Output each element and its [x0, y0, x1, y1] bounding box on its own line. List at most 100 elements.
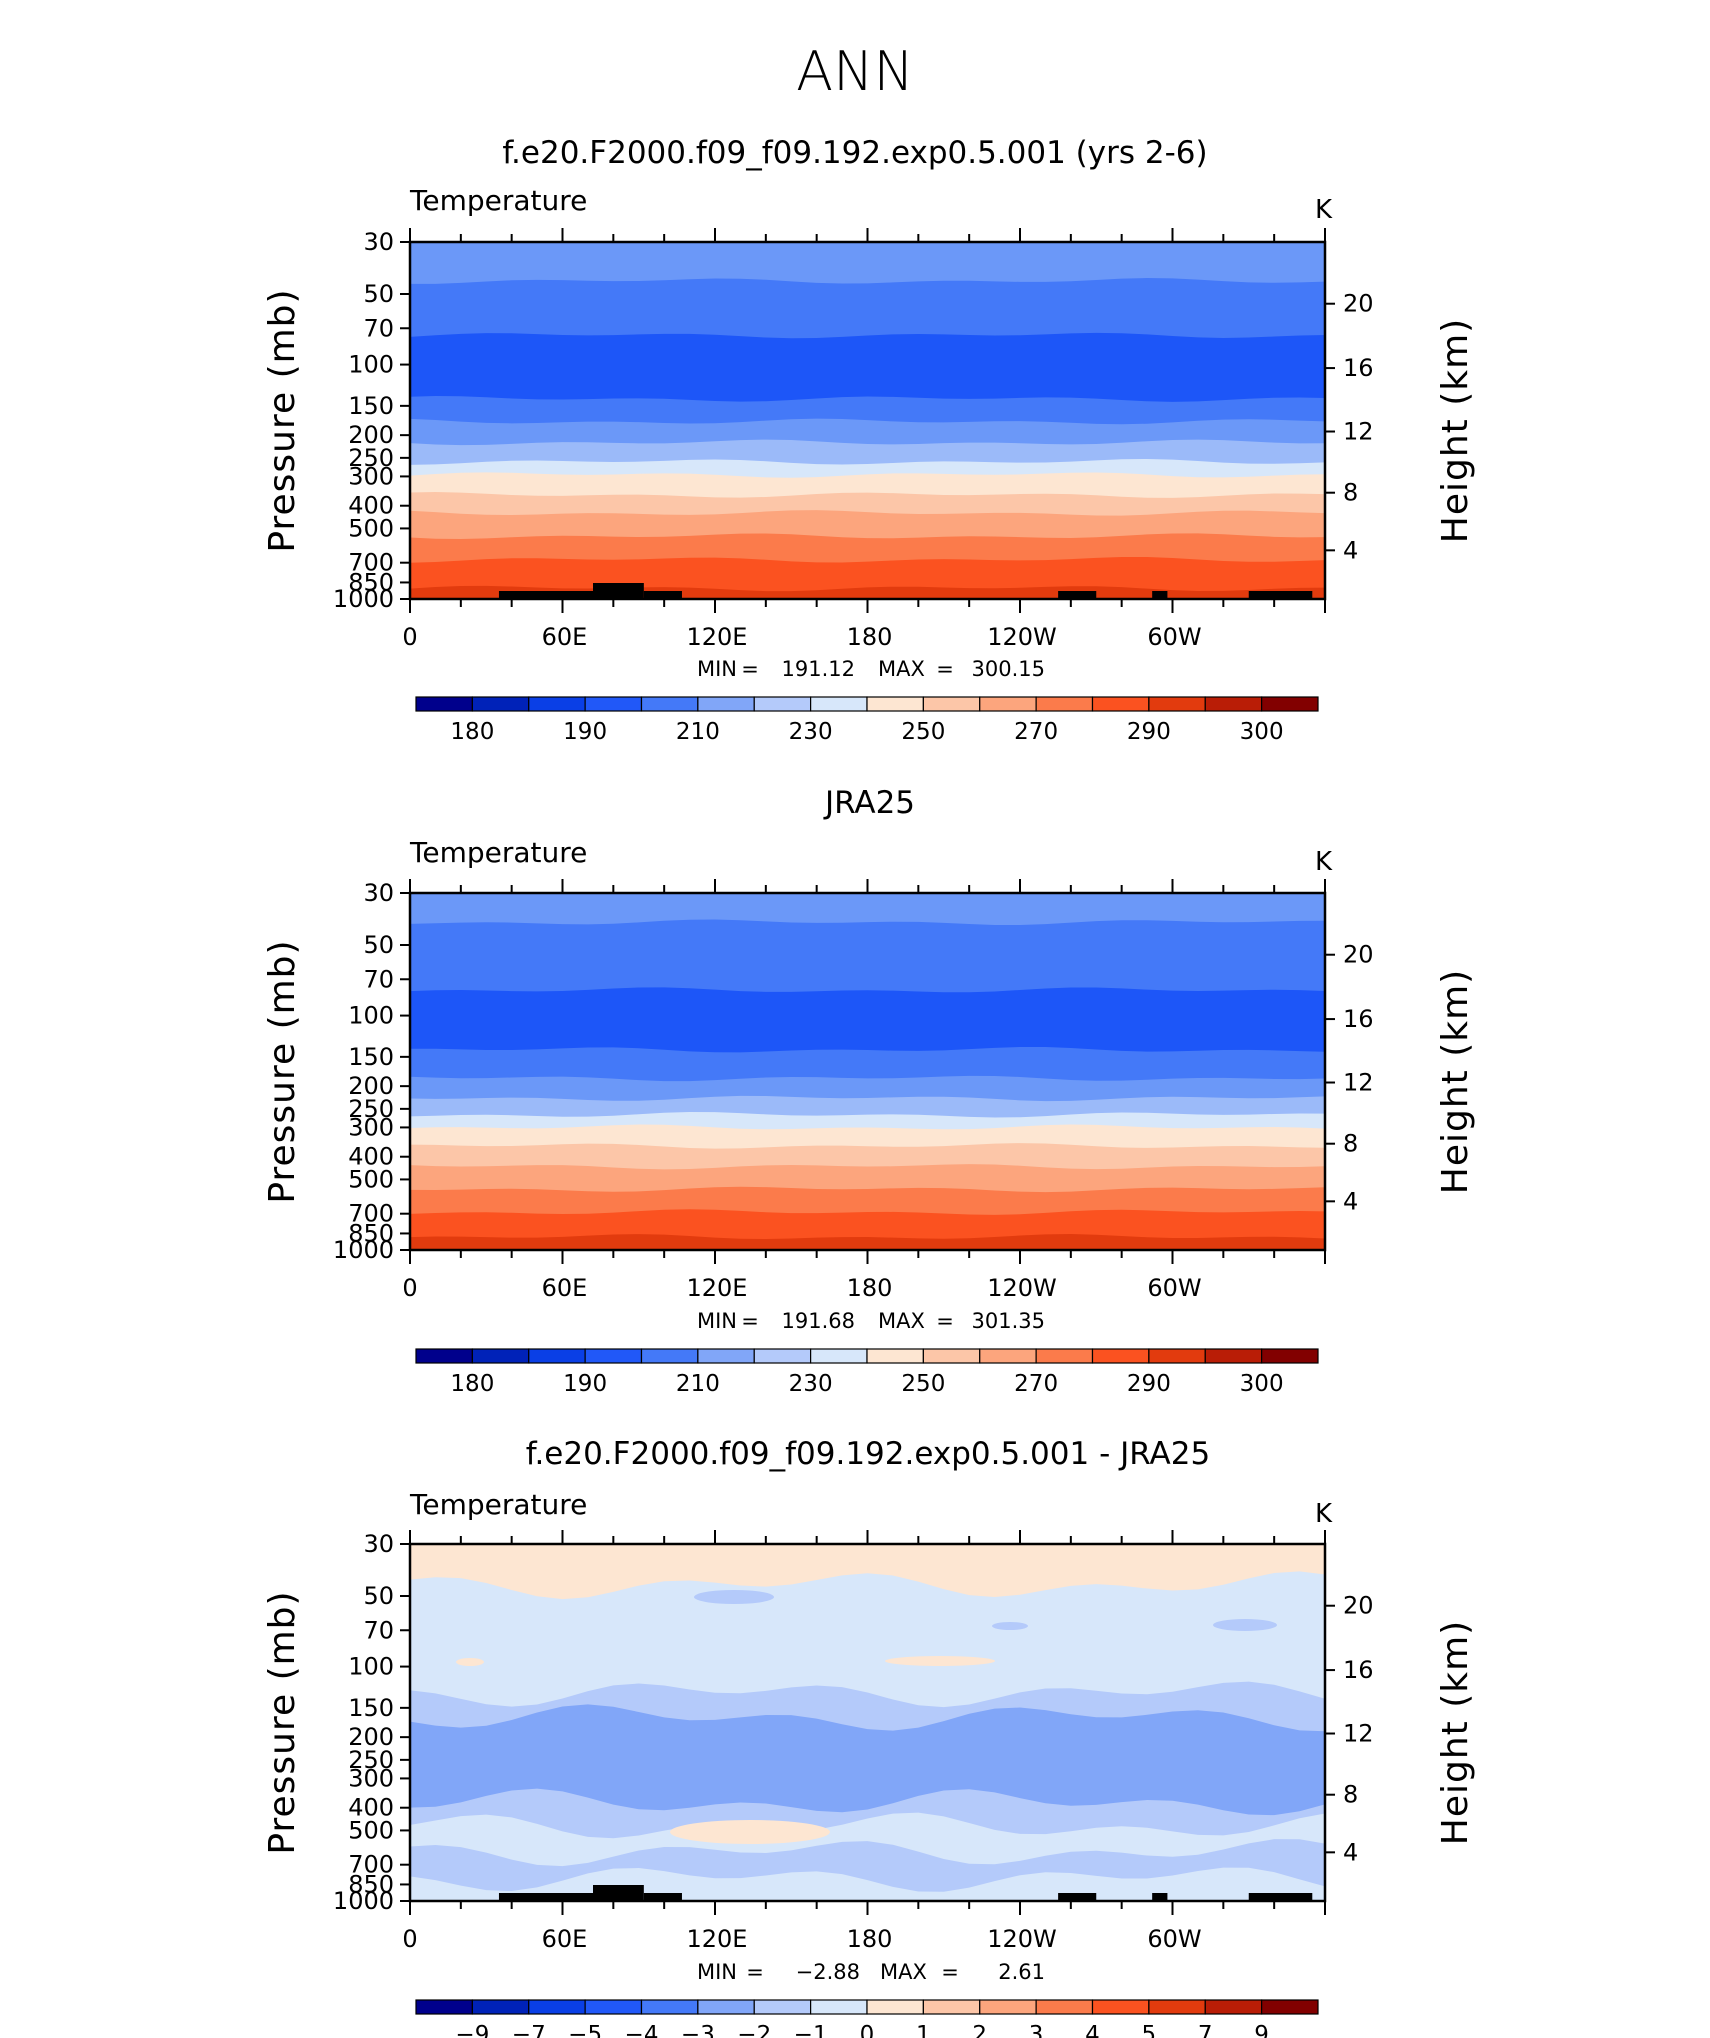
panel-2-x-axis: 0 60E 120E 180 120W 60W	[402, 879, 1326, 1302]
panel-2-ytick-right-label-4: 4	[1343, 1187, 1358, 1215]
panel-3-terrain-5	[1248, 1893, 1313, 1901]
panel-1-xtick-label-5: 60W	[1147, 623, 1201, 651]
panel-3-min-label: MIN	[697, 1960, 737, 1984]
panel-1-ylabel: Pressure (mb)	[262, 288, 303, 552]
panel-3-ylabel: Pressure (mb)	[262, 1590, 303, 1854]
panel-1-xtick-label-3: 180	[847, 623, 893, 651]
panel-2-colorbar-swatch-12	[1091, 1348, 1150, 1364]
panel-2-colorbar-swatch-13	[1148, 1348, 1206, 1364]
panel-3-colorbar-swatch-7	[810, 1999, 868, 2015]
panel-1-colorbar-swatch-13	[1148, 696, 1206, 712]
panel-2: JRA25 Temperature K 30507010015020025030…	[262, 785, 1476, 1397]
panel-1-colorbar-swatch-11	[1035, 696, 1094, 712]
panel-1-ytick-label-7: 300	[348, 462, 394, 490]
panel-3-ytick-label-12: 1000	[333, 1887, 394, 1915]
panel-2-ylabel: Pressure (mb)	[262, 939, 303, 1203]
panel-3-ytick-label-2: 70	[363, 1616, 394, 1644]
panel-3-terrain-4	[1152, 1893, 1168, 1901]
panel-2-colorbar-swatch-5	[697, 1348, 755, 1364]
panel-2-ytick-right-label-1: 16	[1343, 1005, 1374, 1033]
panel-3-colorbar-swatch-5	[697, 1999, 755, 2015]
panel-1-terrain-5	[1248, 591, 1313, 599]
panel-3-colorbar-swatch-8	[866, 1999, 924, 2015]
panel-3-ytick-label-9: 500	[348, 1816, 394, 1844]
panel-1-ylabel-right: Height (km)	[1435, 318, 1476, 543]
panel-3-colorbar-swatch-15	[1261, 1999, 1319, 2015]
panel-1-colorbar-swatch-3	[584, 696, 643, 712]
panel-3-colorbar-label-13: 7	[1198, 2022, 1213, 2038]
panel-2-min-value: 191.68	[782, 1309, 855, 1333]
panel-1-colorbar-swatch-14	[1204, 696, 1263, 712]
panel-2-colorbar-label-0: 180	[450, 1371, 494, 1397]
panel-3-colorbar-label-14: 9	[1254, 2022, 1269, 2038]
panel-1-ytick-right-label-1: 16	[1343, 354, 1374, 382]
panel-2-colorbar-swatch-8	[866, 1348, 924, 1364]
panel-1-units: K	[1315, 195, 1333, 225]
panel-3-contours	[410, 1544, 1325, 1901]
panel-2-max-label: MAX	[878, 1309, 925, 1333]
panel-1-colorbar-swatch-15	[1261, 696, 1319, 712]
panel-3-terrain-0	[498, 1893, 609, 1901]
panel-2-ytick-label-10: 700	[348, 1200, 394, 1228]
panel-1-y-axis-right: 20 16 12 8 4	[1325, 290, 1374, 564]
panel-3-ytick-label-6: 250	[348, 1746, 394, 1774]
panel-2-ytick-label-0: 30	[363, 879, 394, 907]
panel-2-colorbar-label-6: 290	[1127, 1371, 1171, 1397]
panel-3-terrain-1	[593, 1885, 644, 1901]
panel-1-ytick-right-label-4: 4	[1343, 536, 1358, 564]
panel-1-colorbar-swatch-7	[810, 696, 868, 712]
panel-1-contours	[410, 242, 1325, 599]
panel-1-ytick-label-3: 100	[348, 351, 394, 379]
panel-3-units: K	[1315, 1499, 1333, 1529]
panel-1-min-label: MIN	[697, 657, 737, 681]
panel-2-colorbar-swatch-0	[415, 1348, 473, 1364]
panel-3-ytick-right-label-4: 4	[1343, 1838, 1358, 1866]
panel-3-title: f.e20.F2000.f09_f09.192.exp0.5.001 - JRA…	[526, 1436, 1210, 1472]
panel-2-colorbar-label-4: 250	[901, 1371, 945, 1397]
panel-1-ytick-label-9: 500	[348, 514, 394, 542]
panel-2-ytick-label-3: 100	[348, 1002, 394, 1030]
panel-3-colorbar-swatch-12	[1091, 1999, 1150, 2015]
panel-1-xtick-label-0: 0	[402, 623, 417, 651]
panel-3-ytick-right-label-3: 8	[1343, 1781, 1358, 1809]
panel-3-anomaly-0	[694, 1590, 774, 1604]
page-title: ANN	[796, 40, 914, 103]
panel-1-colorbar-swatch-8	[866, 696, 924, 712]
panel-3-colorbar-swatch-3	[584, 1999, 643, 2015]
panel-1-colorbar-swatch-4	[640, 696, 699, 712]
panel-3-colorbar-label-7: 0	[860, 2022, 875, 2038]
panel-1-colorbar-label-4: 250	[901, 719, 945, 745]
panel-3-ytick-label-10: 700	[348, 1851, 394, 1879]
panel-1-ytick-label-8: 400	[348, 492, 394, 520]
panel-1-colorbar-swatch-5	[697, 696, 755, 712]
panel-3-ylabel-right: Height (km)	[1435, 1620, 1476, 1845]
panel-1-xtick-label-1: 60E	[542, 623, 588, 651]
panel-1: f.e20.F2000.f09_f09.192.exp0.5.001 (yrs …	[262, 135, 1476, 745]
panel-3-anomaly-4	[885, 1656, 995, 1666]
panel-2-colorbar-swatch-2	[528, 1348, 586, 1364]
panel-2-max-value: 301.35	[972, 1309, 1045, 1333]
panel-3-max-value: 2.61	[998, 1960, 1045, 1984]
panel-1-max-label: MAX	[878, 657, 925, 681]
panel-3-anomaly-2	[1213, 1619, 1277, 1631]
panel-1-xtick-label-2: 120E	[687, 623, 748, 651]
panel-3-ytick-right-label-2: 12	[1343, 1720, 1374, 1748]
panel-3-terrain-2	[643, 1893, 682, 1901]
panel-3-stats: MIN = −2.88 MAX = 2.61	[697, 1960, 1045, 1984]
panel-3-terrain-3	[1058, 1893, 1097, 1901]
panel-2-colorbar: 180 190 210 230 250 270 290 300	[415, 1348, 1319, 1397]
panel-3-xtick-label-2: 120E	[687, 1925, 748, 1953]
panel-2-colorbar-swatch-15	[1261, 1348, 1319, 1364]
panel-3-ytick-label-0: 30	[363, 1530, 394, 1558]
panel-3-colorbar-swatch-10	[979, 1999, 1037, 2015]
panel-2-xtick-label-2: 120E	[687, 1274, 748, 1302]
panel-3-ytick-label-4: 150	[348, 1694, 394, 1722]
panel-3-ytick-label-5: 200	[348, 1723, 394, 1751]
panel-1-title: f.e20.F2000.f09_f09.192.exp0.5.001 (yrs …	[502, 135, 1207, 171]
panel-3-ytick-label-1: 50	[363, 1582, 394, 1610]
panel-1-ytick-label-5: 200	[348, 421, 394, 449]
panel-1-ytick-label-11: 850	[348, 568, 394, 596]
